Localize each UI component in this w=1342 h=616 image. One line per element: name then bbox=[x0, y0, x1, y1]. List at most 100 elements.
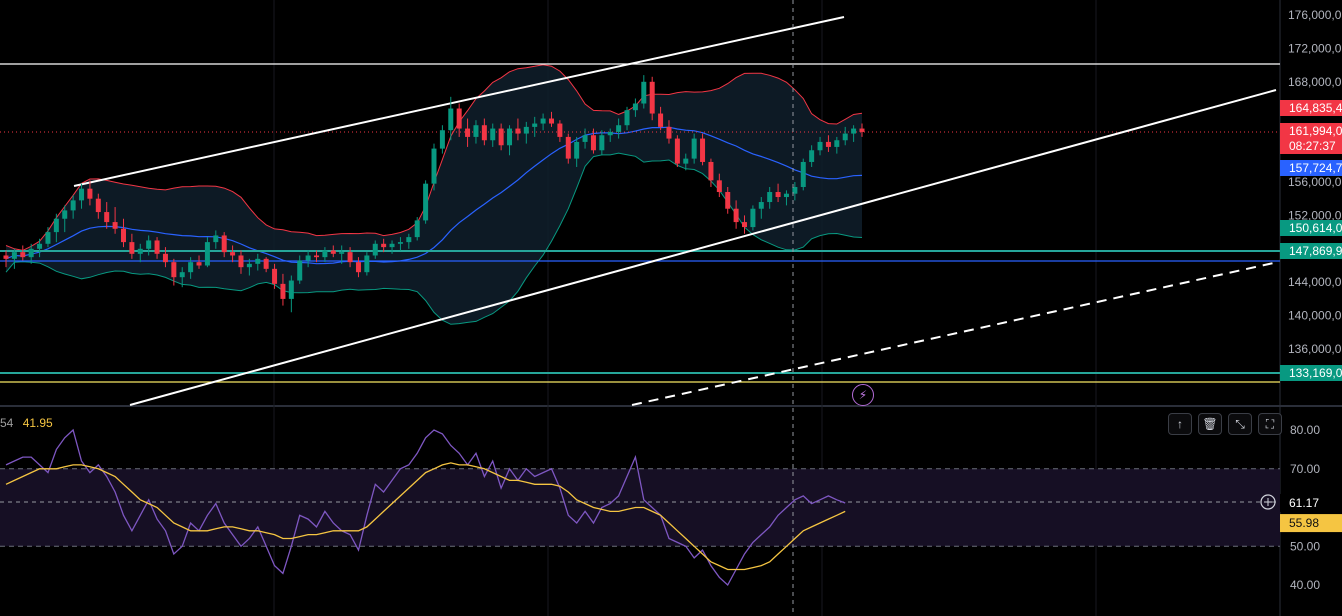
candle-body bbox=[70, 200, 76, 211]
candle bbox=[339, 245, 345, 264]
candle bbox=[62, 205, 68, 233]
candle bbox=[448, 96, 454, 141]
candle bbox=[431, 143, 437, 191]
price-tag-label: 08:27:37 bbox=[1289, 139, 1336, 153]
candle bbox=[658, 106, 664, 131]
candle-body bbox=[742, 222, 748, 228]
candle-body bbox=[246, 263, 252, 268]
candle bbox=[825, 135, 831, 152]
candle-body bbox=[599, 135, 605, 151]
candle-body bbox=[53, 218, 59, 233]
candle-body bbox=[565, 136, 571, 159]
price-tag: 161,994,0 bbox=[1280, 123, 1342, 139]
rsi-ma-line bbox=[5, 462, 846, 571]
candle-body bbox=[339, 252, 345, 254]
candle bbox=[515, 118, 521, 141]
candle bbox=[574, 136, 580, 167]
candle-body bbox=[3, 255, 9, 259]
candle bbox=[708, 158, 714, 188]
candle bbox=[473, 120, 479, 144]
candle-body bbox=[582, 135, 588, 142]
candle bbox=[607, 128, 613, 142]
candle-body bbox=[347, 252, 353, 263]
candle bbox=[322, 247, 328, 263]
bollinger-fill bbox=[6, 64, 862, 325]
candle bbox=[11, 248, 17, 269]
candle-body bbox=[288, 280, 294, 299]
candle-body bbox=[79, 188, 85, 201]
candle bbox=[783, 190, 789, 206]
candle bbox=[666, 120, 672, 144]
candle bbox=[120, 218, 126, 248]
candle-body bbox=[162, 253, 168, 263]
price-tag-bg bbox=[1280, 243, 1342, 259]
candle bbox=[842, 126, 848, 146]
candle-body bbox=[263, 258, 269, 269]
lightning-icon[interactable]: ⚡ bbox=[852, 384, 874, 406]
price-tag-label: 161,994,0 bbox=[1289, 124, 1342, 138]
candle bbox=[632, 98, 638, 117]
rsi-legend-ma-value: 41.95 bbox=[22, 416, 53, 430]
candle-body bbox=[658, 113, 664, 127]
candle-body bbox=[364, 255, 370, 273]
candle bbox=[20, 245, 26, 261]
candle bbox=[146, 235, 152, 256]
rsi-tag-bg bbox=[1280, 493, 1342, 512]
trash-icon[interactable]: 🗑 bbox=[1198, 413, 1222, 435]
candle bbox=[137, 243, 143, 263]
candle-body bbox=[20, 252, 26, 258]
arrow-up-icon[interactable]: ↑ bbox=[1168, 413, 1192, 435]
candle-body bbox=[792, 187, 798, 194]
candle-body bbox=[171, 262, 177, 278]
candle bbox=[347, 247, 353, 268]
plus-circle-ring bbox=[1260, 494, 1276, 510]
candle-body bbox=[456, 108, 462, 129]
maximize-icon[interactable]: ⛶ bbox=[1258, 413, 1282, 435]
rsi-tick-label: 80.00 bbox=[1290, 423, 1320, 437]
candle bbox=[389, 240, 395, 254]
candle bbox=[37, 238, 43, 258]
candle bbox=[305, 250, 311, 268]
price-tick-label: 136,000,0 bbox=[1288, 342, 1342, 356]
candle-body bbox=[355, 262, 361, 273]
bollinger-basis bbox=[5, 126, 863, 265]
candle-body bbox=[280, 283, 286, 299]
price-tick-label: 168,000,0 bbox=[1288, 75, 1342, 89]
candle-body bbox=[414, 220, 420, 238]
candle bbox=[372, 240, 378, 259]
candle-body bbox=[213, 235, 219, 243]
price-tag-label: 133,169,0 bbox=[1289, 366, 1342, 380]
candle bbox=[733, 200, 739, 229]
candle-body bbox=[498, 128, 504, 146]
price-tag-bg bbox=[1280, 123, 1342, 139]
candle bbox=[532, 116, 538, 137]
candle-body bbox=[750, 208, 756, 228]
rsi-line bbox=[5, 428, 846, 587]
candle-body bbox=[641, 81, 647, 104]
candle-body bbox=[725, 192, 731, 209]
candle-body bbox=[204, 242, 210, 266]
candle-body bbox=[389, 243, 395, 248]
candle-body bbox=[574, 141, 580, 159]
candle-body bbox=[439, 130, 445, 149]
candle bbox=[104, 202, 110, 229]
candle bbox=[817, 136, 823, 156]
candle-body bbox=[397, 242, 403, 244]
candle bbox=[204, 237, 210, 268]
collapse-icon[interactable]: ⤡ bbox=[1228, 413, 1252, 435]
rsi-value-tag: 55.98 bbox=[1280, 514, 1342, 533]
candle-body bbox=[230, 252, 236, 256]
candle-body bbox=[372, 243, 378, 256]
candle-body bbox=[548, 118, 554, 124]
candle bbox=[490, 123, 496, 147]
candle-body bbox=[532, 123, 538, 127]
rsi-tag-label: 61.17 bbox=[1289, 496, 1319, 510]
candle bbox=[758, 197, 764, 219]
candle bbox=[95, 193, 101, 219]
candle bbox=[590, 128, 596, 154]
candle-body bbox=[238, 255, 244, 268]
candle-body bbox=[154, 240, 160, 254]
channel-mid-dashed-line bbox=[631, 261, 1279, 406]
candle bbox=[481, 118, 487, 146]
